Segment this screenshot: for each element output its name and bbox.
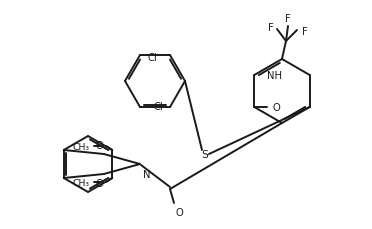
Text: O: O xyxy=(96,178,103,188)
Text: CH₃: CH₃ xyxy=(72,178,89,187)
Text: Cl: Cl xyxy=(153,101,163,112)
Text: O: O xyxy=(96,140,103,150)
Text: Cl: Cl xyxy=(147,53,157,63)
Text: NH: NH xyxy=(267,71,282,81)
Text: O: O xyxy=(272,103,280,112)
Text: F: F xyxy=(285,14,291,24)
Text: F: F xyxy=(268,23,274,33)
Text: F: F xyxy=(302,27,308,37)
Text: CH₃: CH₃ xyxy=(72,142,89,151)
Text: N: N xyxy=(143,169,151,179)
Text: O: O xyxy=(175,207,183,217)
Text: S: S xyxy=(202,149,208,159)
